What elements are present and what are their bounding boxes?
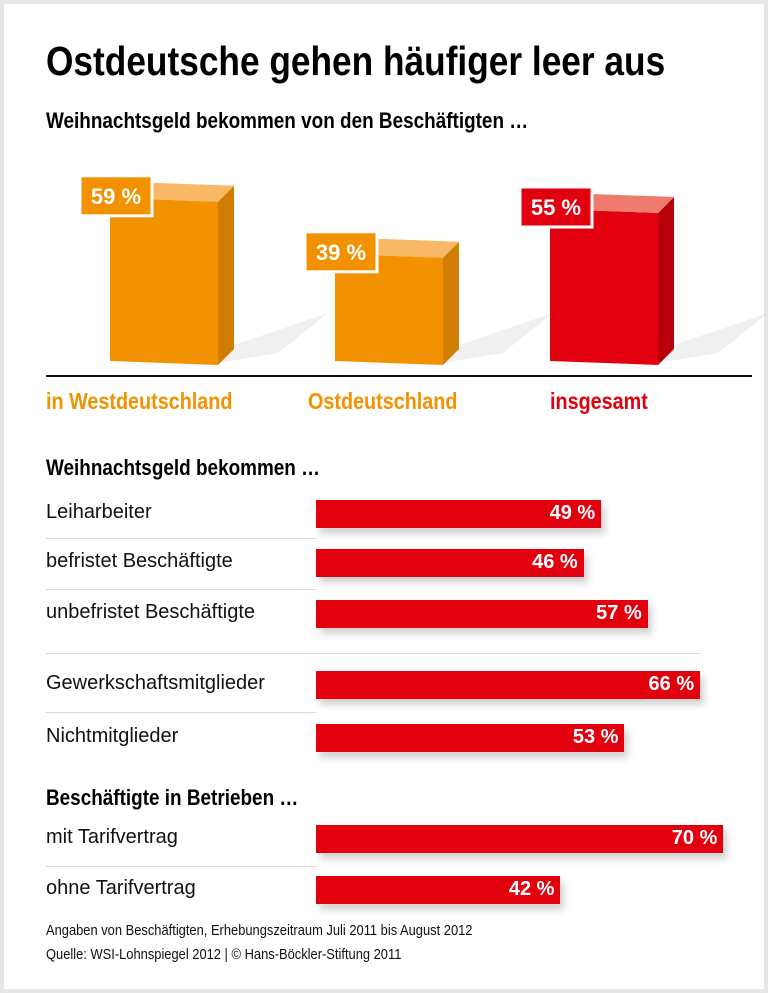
bar-front xyxy=(110,197,218,365)
row-divider xyxy=(46,712,316,713)
bar-shadow xyxy=(658,313,768,363)
bar-front xyxy=(550,209,658,365)
value-label: 46 % xyxy=(532,551,578,573)
bar: 42 % xyxy=(316,876,561,904)
chart1-3d-bars: 59 % 39 % 55 % xyxy=(0,0,768,420)
row-label: befristet Beschäftigte xyxy=(46,550,233,572)
row-label: Gewerkschaftsmitglieder xyxy=(46,672,265,694)
row-label: unbefristet Beschäftigte xyxy=(46,601,256,623)
chart3-subtitle: Beschäftigte in Betrieben … xyxy=(46,785,299,810)
row-divider xyxy=(46,538,316,539)
footer-note: Angaben von Beschäftigten, Erhebungszeit… xyxy=(46,922,473,939)
bar: 49 % xyxy=(316,500,602,528)
bar-2: 55 % xyxy=(518,185,768,365)
value-label: 53 % xyxy=(572,726,619,748)
chart1-subtitle: Weihnachtsgeld bekommen von den Beschäft… xyxy=(46,108,529,133)
value-label: 39 % xyxy=(316,240,366,265)
value-label: 49 % xyxy=(549,502,596,524)
row-label: mit Tarifvertrag xyxy=(46,826,178,848)
value-label-box xyxy=(78,174,154,218)
bar-front xyxy=(335,253,443,365)
row-divider xyxy=(46,589,316,590)
value-label-box xyxy=(518,185,594,229)
value-label-box xyxy=(303,230,379,274)
bar: 53 % xyxy=(316,724,625,752)
bar-0: 59 % xyxy=(78,174,328,365)
row-label: Leiharbeiter xyxy=(46,501,152,523)
bar-1: 39 % xyxy=(303,230,553,365)
baseline xyxy=(46,375,752,377)
value-label: 42 % xyxy=(508,878,555,900)
row-divider xyxy=(46,653,700,654)
category-label: Ostdeutschland xyxy=(308,388,458,414)
row-label: ohne Tarifvertrag xyxy=(46,877,196,899)
footer-source: Quelle: WSI-Lohnspiegel 2012 | © Hans-Bö… xyxy=(46,946,402,963)
infographic xyxy=(4,4,764,989)
bar: 70 % xyxy=(316,825,724,853)
value-label: 70 % xyxy=(671,827,718,849)
category-label: insgesamt xyxy=(550,388,648,414)
chart2-subtitle: Weihnachtsgeld bekommen … xyxy=(46,455,321,480)
bar-side xyxy=(443,241,459,365)
bar: 66 % xyxy=(316,671,701,699)
row-divider xyxy=(46,866,316,867)
bar-side xyxy=(658,197,674,365)
bar: 46 % xyxy=(316,549,584,577)
category-label: in Westdeutschland xyxy=(46,388,233,414)
bar-shadow xyxy=(443,313,553,363)
value-label: 59 % xyxy=(91,184,141,209)
bar-side xyxy=(218,185,234,365)
row-label: Nichtmitglieder xyxy=(46,725,179,747)
value-label: 57 % xyxy=(596,602,642,624)
bar-shadow xyxy=(218,313,328,363)
chart-title: Ostdeutsche gehen häufiger leer aus xyxy=(46,38,666,84)
value-label: 66 % xyxy=(648,673,695,695)
value-label: 55 % xyxy=(531,195,581,220)
bar: 57 % xyxy=(316,600,648,628)
